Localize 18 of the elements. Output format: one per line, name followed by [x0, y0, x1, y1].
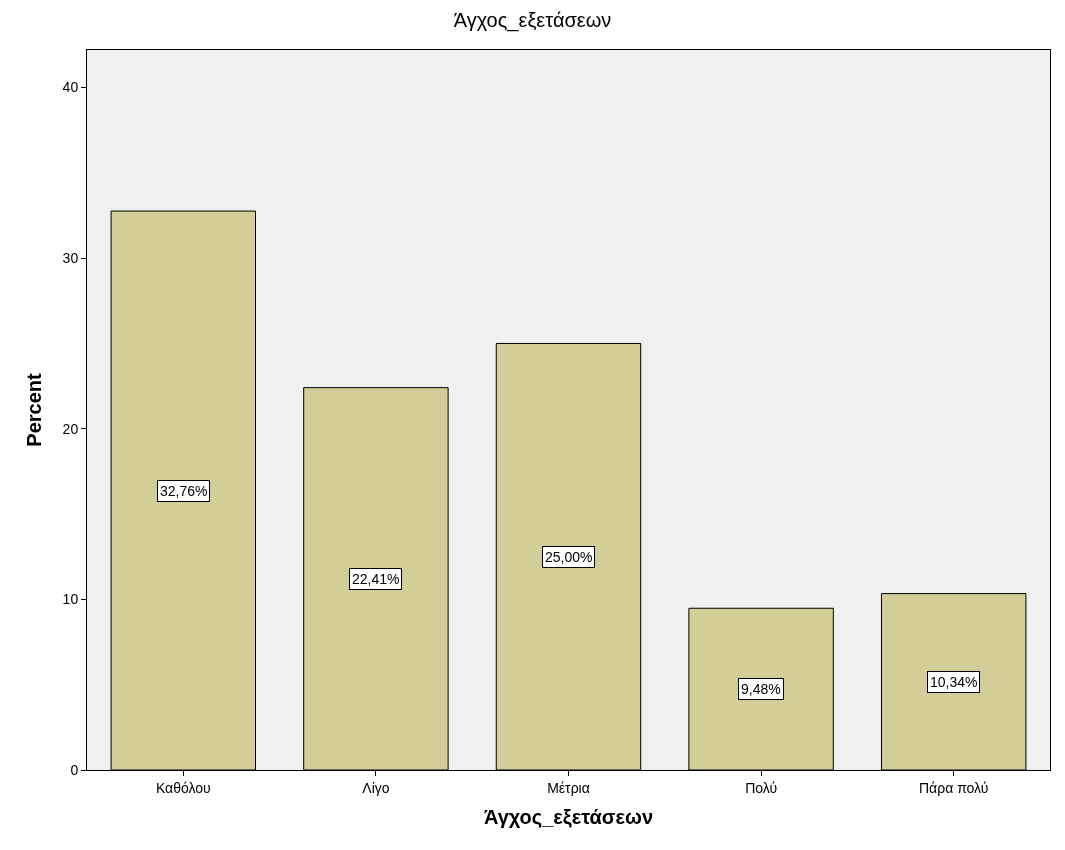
x-tick-label: Πάρα πολύ	[918, 779, 989, 796]
data-label: 10,34%	[930, 674, 978, 690]
x-tick-label: Πολύ	[745, 779, 778, 796]
y-tick-label: 20	[62, 420, 79, 437]
data-label: 9,48%	[741, 681, 781, 697]
data-label: 32,76%	[160, 483, 208, 499]
y-tick-label: 10	[62, 591, 79, 608]
chart-title: Άγχος_εξετάσεων	[453, 8, 612, 32]
data-label: 25,00%	[545, 549, 593, 565]
y-axis-title: Percent	[23, 372, 46, 447]
x-tick-label: Καθόλου	[155, 779, 211, 796]
data-label: 22,41%	[352, 571, 400, 587]
x-tick-label: Λίγο	[362, 779, 390, 796]
x-axis-title: Άγχος_εξετάσεων	[483, 806, 654, 829]
y-tick-label: 30	[62, 250, 79, 267]
y-tick-label: 40	[62, 79, 79, 96]
x-tick-label: Μέτρια	[547, 779, 590, 796]
y-tick-label: 0	[70, 761, 79, 778]
